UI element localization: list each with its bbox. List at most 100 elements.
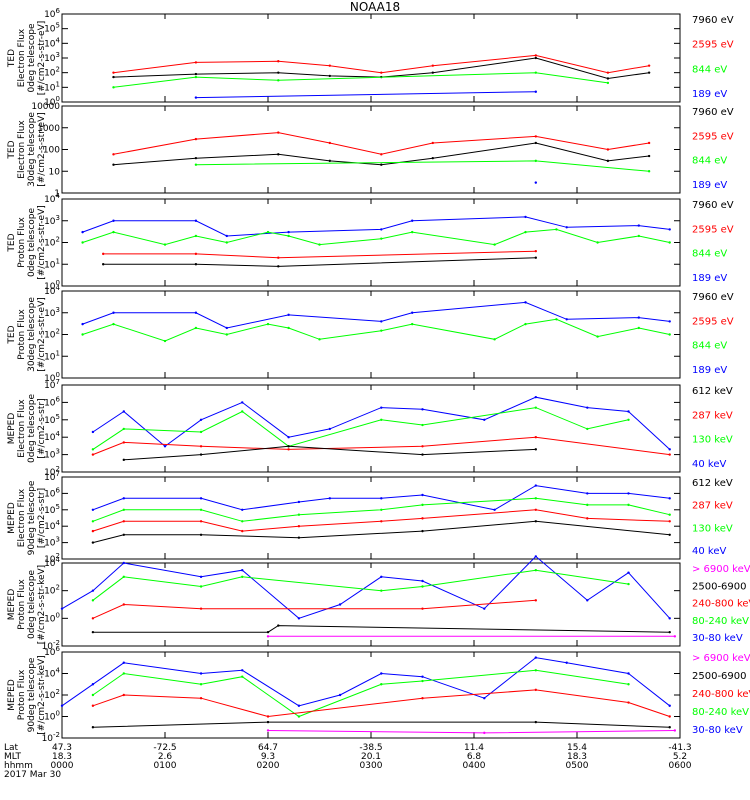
data-point [483, 731, 486, 735]
data-point [194, 163, 198, 166]
data-point [668, 617, 671, 620]
legend-entry: 612 keV [692, 478, 733, 489]
y-axis-label: MEPEDElectron Flux0deg telescope[#/cm2-s… [7, 394, 47, 464]
y-tick-label: 106 [44, 7, 60, 20]
data-point [534, 141, 537, 145]
data-point [328, 64, 331, 67]
data-point [91, 683, 95, 686]
y-tick-label: 105 [44, 413, 60, 426]
x-tick-label: 15.4 [567, 743, 587, 753]
data-point [163, 339, 167, 343]
x-tick-label: 0500 [566, 761, 589, 771]
data-point [122, 508, 126, 511]
legend-entry: 7960 eV [692, 15, 734, 26]
data-point [194, 326, 198, 330]
data-point [673, 729, 677, 732]
data-point [194, 311, 198, 314]
data-point [266, 715, 270, 718]
data-point [380, 508, 383, 511]
legend-entry: 80-240 keV [692, 616, 749, 627]
data-point [627, 418, 630, 421]
legend-entry: 130 keV [692, 435, 733, 446]
data-point [297, 704, 301, 707]
y-tick-label: 104 [44, 284, 60, 297]
data-point [199, 672, 203, 675]
data-point [421, 607, 424, 610]
data-point [277, 131, 280, 134]
data-point [380, 683, 383, 686]
data-point [122, 427, 126, 431]
data-point [102, 263, 105, 266]
data-point [241, 508, 244, 511]
data-point [277, 624, 280, 627]
y-tick-label: 1000 [37, 124, 60, 134]
data-point [421, 408, 424, 411]
data-point [194, 252, 198, 256]
x-tick-label: -72.5 [153, 743, 176, 753]
data-point [225, 241, 228, 244]
data-point [91, 704, 95, 707]
data-point [483, 607, 486, 610]
data-point [318, 338, 321, 341]
data-point [586, 427, 589, 431]
legend-entry: 2500-6900 [692, 581, 747, 592]
data-point [194, 156, 198, 160]
data-point [668, 320, 671, 323]
legend-entry: 2595 eV [692, 316, 734, 327]
data-point [668, 533, 671, 536]
data-point [586, 517, 589, 520]
data-point [225, 326, 228, 330]
y-tick-label: 104 [44, 192, 60, 205]
data-point [565, 661, 568, 664]
data-point [493, 243, 496, 246]
data-point [277, 256, 280, 259]
data-point [534, 688, 537, 692]
series-line-7960-ev [113, 57, 650, 80]
data-point [534, 71, 537, 74]
legend-entry: 240-800 keV [692, 689, 750, 700]
series-line-2595-ev [113, 54, 650, 74]
data-point [266, 322, 270, 326]
y-tick-label: 106 [44, 645, 60, 658]
data-point [112, 163, 115, 166]
data-point [277, 71, 280, 74]
y-tick-label: 103 [44, 214, 60, 227]
data-point [91, 529, 95, 533]
legend-entry: 30-80 keV [692, 633, 743, 644]
data-point [241, 675, 244, 678]
y-tick-label: 101 [44, 80, 60, 93]
data-point [668, 448, 671, 451]
data-point [606, 148, 610, 151]
series-line-80-240-kev [92, 669, 629, 718]
data-point [380, 228, 383, 231]
data-point [380, 520, 383, 523]
data-point [565, 318, 568, 321]
data-point [199, 520, 203, 523]
data-point [421, 453, 424, 456]
y-tick-label: 10-2 [42, 639, 60, 652]
data-point [199, 453, 203, 456]
data-point [586, 599, 589, 602]
x-tick-label: 5.2 [673, 752, 687, 762]
series-line-2595-ev [103, 250, 536, 259]
data-point [431, 156, 434, 160]
data-point [380, 672, 383, 675]
data-point [122, 575, 126, 579]
x-axis-row-label: MLT [4, 752, 22, 762]
data-point [380, 163, 383, 166]
data-point [606, 159, 610, 163]
y-tick-label: 100 [43, 146, 60, 156]
data-point [199, 418, 203, 421]
y-tick-label: 10-2 [42, 731, 60, 744]
panel-frame-7 [61, 562, 681, 647]
series-line-844-ev [195, 160, 650, 172]
data-point [421, 517, 424, 520]
y-axis-label: TEDProton Flux30deg telescope[#/cm2-s-st… [7, 297, 47, 372]
series-line-844-ev [82, 228, 670, 246]
data-point [596, 335, 599, 338]
data-point [380, 406, 383, 409]
data-point [91, 589, 95, 592]
data-point [266, 635, 270, 638]
